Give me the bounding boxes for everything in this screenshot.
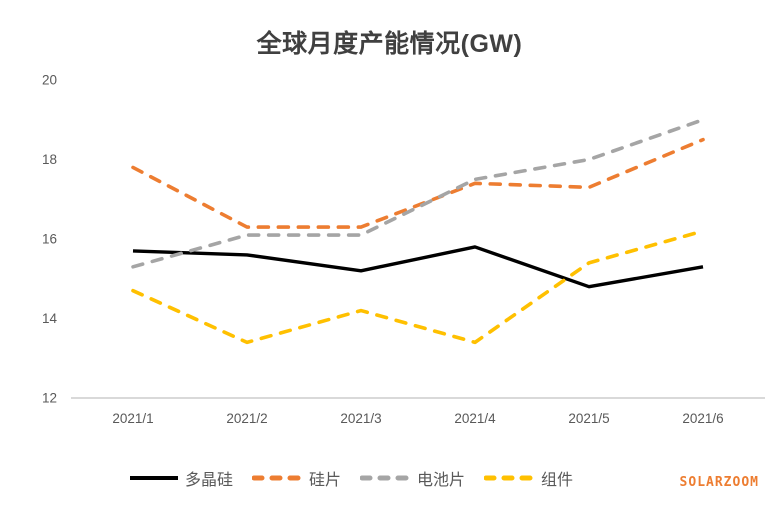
x-tick-label: 2021/6 xyxy=(682,411,723,426)
line-chart-canvas: 12 14 16 18 20 2021/1 2021/2 2021/3 2021/4 2021/5… xyxy=(42,73,765,426)
y-tick-label: 18 xyxy=(42,152,57,167)
legend-line-sample xyxy=(484,475,537,481)
legend-label: 组件 xyxy=(541,472,574,489)
legend-item: 组件 xyxy=(484,466,573,490)
legend-line-sample xyxy=(130,476,178,480)
watermark-solarzoom: SOLARZOOM xyxy=(679,475,759,490)
x-tick-label: 2021/5 xyxy=(568,411,609,426)
series-line-硅片 xyxy=(131,137,705,229)
series-line-电池片 xyxy=(131,117,705,269)
legend-label: 多晶硅 xyxy=(185,472,234,489)
x-tick-label: 2021/4 xyxy=(454,411,496,426)
y-tick-label: 20 xyxy=(42,73,57,88)
x-tick-label: 2021/2 xyxy=(226,411,267,426)
legend-line-sample xyxy=(360,475,413,481)
legend-label: 电池片 xyxy=(417,472,466,489)
x-tick-label: 2021/3 xyxy=(340,411,381,426)
x-tick-label: 2021/1 xyxy=(112,411,153,426)
legend-item: 多晶硅 xyxy=(128,466,233,490)
legend-item: 电池片 xyxy=(360,466,465,490)
series-line-组件 xyxy=(131,229,705,345)
chart-title: 全球月度产能情况(GW) xyxy=(256,30,523,58)
series-line-多晶硅 xyxy=(132,245,704,289)
legend-line-sample xyxy=(252,475,305,481)
legend-label: 硅片 xyxy=(309,472,342,489)
legend-item: 硅片 xyxy=(252,466,341,490)
y-tick-label: 12 xyxy=(42,391,57,406)
y-tick-label: 16 xyxy=(42,232,57,247)
y-tick-label: 14 xyxy=(42,311,58,326)
chart-legend: 多晶硅 硅片 电池片 组件 xyxy=(128,466,573,490)
